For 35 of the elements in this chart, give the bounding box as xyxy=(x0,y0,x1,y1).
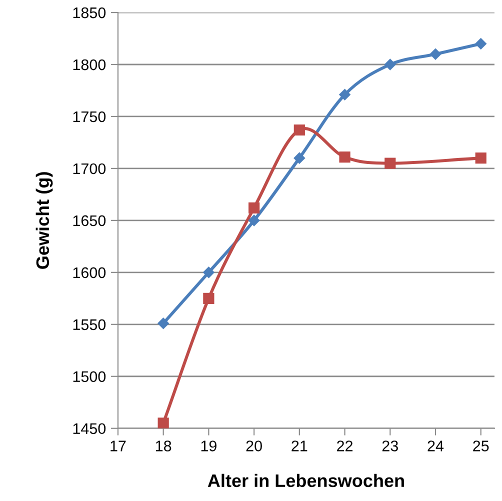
y-axis-title: Gewicht (g) xyxy=(36,172,53,269)
point xyxy=(339,151,350,163)
x-tick-label: 18 xyxy=(156,440,172,452)
y-tick-label: 1750 xyxy=(73,111,106,122)
y-tick-label: 1500 xyxy=(73,371,106,382)
point xyxy=(475,152,486,164)
point xyxy=(384,58,396,70)
point xyxy=(203,292,214,304)
y-tick-label: 1850 xyxy=(73,7,106,18)
y-tick-label: 1700 xyxy=(73,163,106,174)
x-tick-label: 19 xyxy=(201,440,216,452)
point xyxy=(203,266,214,278)
point xyxy=(248,202,260,214)
y-tick-label: 1650 xyxy=(73,215,106,226)
x-tick-label: 21 xyxy=(292,440,308,452)
point xyxy=(384,158,396,169)
y-tick-label: 1800 xyxy=(73,59,106,70)
point xyxy=(158,418,169,428)
point xyxy=(158,318,169,329)
x-tick-label: 20 xyxy=(246,440,262,452)
point xyxy=(475,38,486,50)
x-tick-label: 25 xyxy=(473,440,489,452)
point xyxy=(430,48,442,60)
y-tick-label: 1600 xyxy=(73,267,106,278)
point xyxy=(339,89,350,100)
point xyxy=(294,124,305,136)
x-tick-label: 22 xyxy=(337,440,353,452)
y-tick-label: 1550 xyxy=(73,319,106,330)
x-tick-label: 23 xyxy=(382,440,398,452)
x-axis-title: Alter in Lebenswochen xyxy=(208,474,404,488)
y-tick-label: 1450 xyxy=(73,423,106,434)
point xyxy=(294,152,306,164)
point xyxy=(248,214,260,226)
x-tick-label: 24 xyxy=(428,440,444,452)
x-tick-label: 17 xyxy=(110,440,126,452)
